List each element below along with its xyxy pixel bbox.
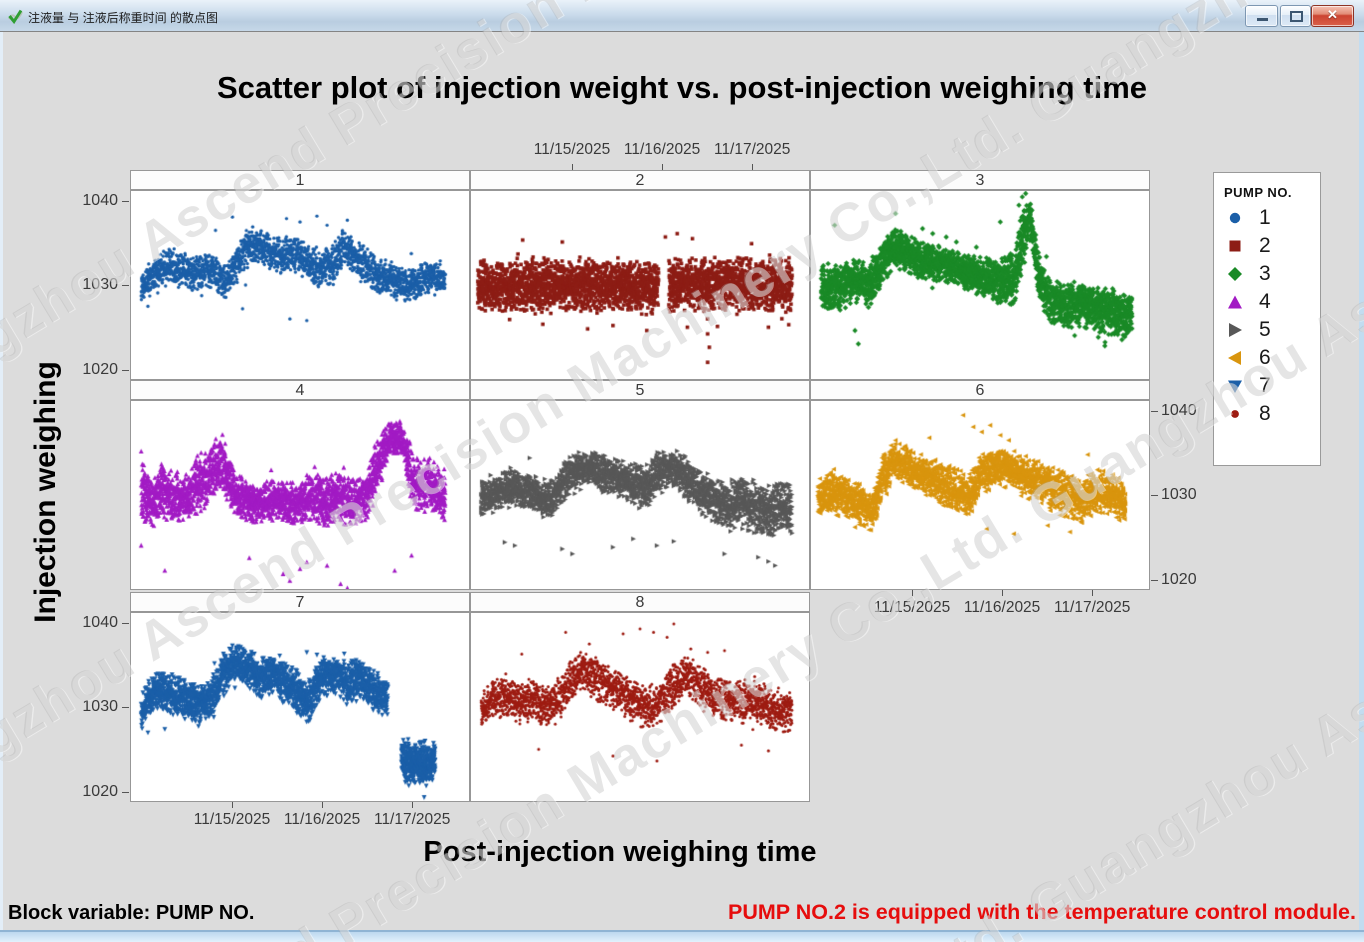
legend-title: PUMP NO.	[1224, 185, 1293, 200]
scatter-canvas-2	[470, 190, 810, 380]
y-tick-label: 1020	[82, 782, 118, 800]
x-date-label-top: 11/15/2025	[533, 141, 611, 158]
y-tick-mark	[122, 791, 129, 793]
scatter-canvas-5	[470, 400, 810, 590]
legend-label: 1	[1259, 206, 1271, 229]
block-variable-label: Block variable: PUMP NO.	[8, 902, 255, 924]
legend-label: 3	[1259, 262, 1271, 285]
scatter-canvas-1	[130, 190, 470, 380]
x-date-label-top: 11/17/2025	[713, 141, 791, 158]
panel-header-6: 6	[810, 380, 1150, 400]
legend-label: 2	[1259, 234, 1271, 257]
y-tick-label: 1030	[82, 276, 118, 294]
minimize-icon	[1256, 18, 1268, 21]
note-text: PUMP NO.2 is equipped with the temperatu…	[728, 900, 1356, 924]
legend-item-6: 6	[1214, 344, 1320, 372]
legend-item-4: 4	[1214, 288, 1320, 316]
y-tick-mark	[1151, 410, 1158, 412]
circle-icon	[1229, 212, 1241, 224]
x-date-label-bottom: 11/15/2025	[873, 599, 951, 616]
x-date-label-bottom: 11/17/2025	[373, 811, 451, 828]
panel-header-5: 5	[470, 380, 810, 400]
window-title: 注液量 与 注液后称重时间 的散点图	[28, 11, 219, 25]
triangle-right-icon	[1229, 323, 1242, 337]
window-border-right	[1359, 32, 1364, 932]
y-tick-label: 1030	[1161, 486, 1197, 504]
y-tick-mark	[122, 622, 129, 624]
x-tick-mark	[1092, 590, 1094, 596]
x-tick-mark	[1002, 590, 1004, 596]
x-tick-mark	[662, 164, 664, 170]
x-tick-mark	[752, 164, 754, 170]
x-tick-mark	[572, 164, 573, 170]
legend-item-5: 5	[1214, 316, 1320, 344]
scatter-canvas-7	[130, 612, 470, 802]
legend-label: 6	[1259, 346, 1271, 369]
y-tick-mark	[1151, 579, 1158, 581]
legend-item-3: 3	[1214, 260, 1320, 288]
legend: PUMP NO. 1 2 3 4 5 6 7 8	[1213, 172, 1321, 466]
minimize-button[interactable]	[1245, 5, 1278, 27]
y-tick-label: 1020	[82, 360, 118, 378]
y-tick-label: 1040	[82, 613, 118, 631]
graph-check-icon	[7, 8, 23, 25]
x-tick-mark	[232, 802, 233, 808]
x-date-label-bottom: 11/16/2025	[963, 599, 1041, 616]
x-date-label-bottom: 11/15/2025	[193, 811, 271, 828]
scatter-canvas-3	[810, 190, 1150, 380]
triangle-up-icon	[1228, 295, 1242, 309]
panel-header-8: 8	[470, 592, 810, 612]
legend-label: 7	[1259, 374, 1271, 397]
square-icon	[1229, 240, 1241, 252]
legend-label: 4	[1259, 290, 1271, 313]
legend-item-2: 2	[1214, 232, 1320, 260]
scatter-canvas-4	[130, 400, 470, 590]
y-tick-label: 1040	[1161, 401, 1197, 419]
x-tick-mark	[912, 590, 913, 596]
y-tick-label: 1040	[82, 191, 118, 209]
panel-header-4: 4	[130, 380, 470, 400]
y-tick-mark	[122, 369, 129, 371]
diamond-icon	[1228, 267, 1242, 281]
panel-header-3: 3	[810, 170, 1150, 190]
x-tick-mark	[322, 802, 324, 808]
y-tick-label: 1020	[1161, 570, 1197, 588]
x-date-label-bottom: 11/16/2025	[283, 811, 361, 828]
x-tick-mark	[412, 802, 414, 808]
window-border-left	[0, 32, 3, 932]
y-tick-mark	[1151, 495, 1158, 497]
window-titlebar[interactable]: 注液量 与 注液后称重时间 的散点图 ✕	[0, 0, 1364, 32]
triangle-down-icon	[1228, 380, 1242, 393]
legend-label: 8	[1259, 402, 1271, 425]
y-tick-mark	[122, 200, 129, 202]
panel-header-2: 2	[470, 170, 810, 190]
maximize-icon	[1289, 11, 1303, 22]
x-axis-label: Post-injection weighing time	[423, 836, 817, 868]
scatter-canvas-6	[810, 400, 1150, 590]
close-button[interactable]: ✕	[1311, 5, 1354, 27]
circle-small-icon	[1231, 410, 1239, 418]
y-tick-label: 1030	[82, 698, 118, 716]
legend-item-7: 7	[1214, 372, 1320, 400]
close-icon: ✕	[1327, 7, 1338, 22]
y-tick-mark	[122, 285, 129, 287]
triangle-left-icon	[1228, 351, 1241, 365]
legend-item-1: 1	[1214, 204, 1320, 232]
x-date-label-top: 11/16/2025	[623, 141, 701, 158]
panel-header-1: 1	[130, 170, 470, 190]
y-tick-mark	[122, 707, 129, 709]
y-axis-label: Injection weighing	[29, 361, 62, 623]
x-date-label-bottom: 11/17/2025	[1053, 599, 1131, 616]
panel-header-7: 7	[130, 592, 470, 612]
legend-label: 5	[1259, 318, 1271, 341]
chart-title: Scatter plot of injection weight vs. pos…	[216, 70, 1148, 105]
scatter-canvas-8	[470, 612, 810, 802]
window-border-bottom	[0, 930, 1364, 942]
legend-item-8: 8	[1214, 400, 1320, 428]
maximize-button[interactable]	[1280, 5, 1311, 27]
